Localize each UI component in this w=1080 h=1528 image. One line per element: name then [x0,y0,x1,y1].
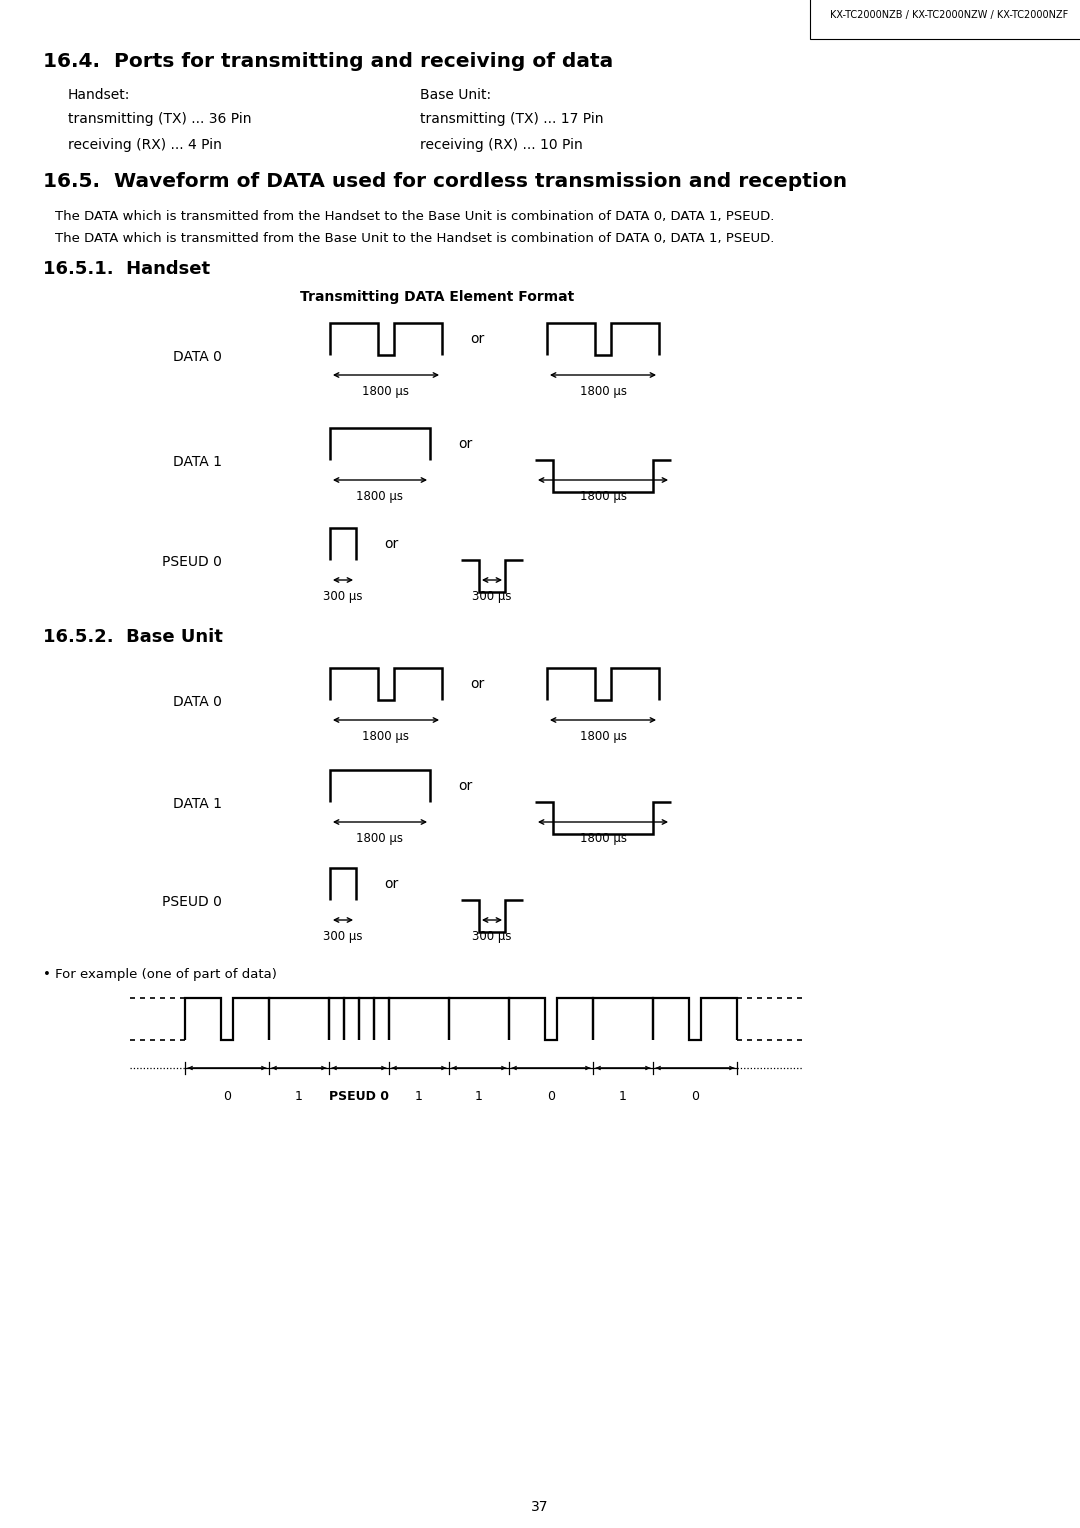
Text: or: or [384,877,399,891]
Text: PSEUD 0: PSEUD 0 [162,895,222,909]
Text: 300 μs: 300 μs [472,931,512,943]
Text: PSEUD 0: PSEUD 0 [162,555,222,568]
Text: Transmitting DATA Element Format: Transmitting DATA Element Format [300,290,575,304]
Text: or: or [458,437,472,451]
Text: 1: 1 [619,1089,626,1103]
Text: 1800 μs: 1800 μs [356,490,404,503]
Text: Handset:: Handset: [68,89,131,102]
Text: 37: 37 [531,1500,549,1514]
Text: • For example (one of part of data): • For example (one of part of data) [43,969,276,981]
Text: DATA 1: DATA 1 [173,455,222,469]
Text: 1: 1 [475,1089,483,1103]
Text: 300 μs: 300 μs [323,931,363,943]
Text: DATA 0: DATA 0 [173,350,222,364]
Text: Base Unit:: Base Unit: [420,89,491,102]
Text: or: or [384,536,399,552]
Text: transmitting (TX) ... 17 Pin: transmitting (TX) ... 17 Pin [420,112,604,125]
Text: transmitting (TX) ... 36 Pin: transmitting (TX) ... 36 Pin [68,112,252,125]
Text: DATA 0: DATA 0 [173,695,222,709]
Text: 16.5.1.  Handset: 16.5.1. Handset [43,260,211,278]
Text: DATA 1: DATA 1 [173,798,222,811]
Text: 1800 μs: 1800 μs [356,833,404,845]
Text: 16.5.2.  Base Unit: 16.5.2. Base Unit [43,628,222,646]
Text: The DATA which is transmitted from the Base Unit to the Handset is combination o: The DATA which is transmitted from the B… [55,232,774,244]
Text: or: or [458,779,472,793]
Text: or: or [470,677,484,691]
Text: 16.5.  Waveform of DATA used for cordless transmission and reception: 16.5. Waveform of DATA used for cordless… [43,173,847,191]
Text: The DATA which is transmitted from the Handset to the Base Unit is combination o: The DATA which is transmitted from the H… [55,209,774,223]
Text: 300 μs: 300 μs [472,590,512,604]
Text: 0: 0 [222,1089,231,1103]
Text: 1: 1 [295,1089,302,1103]
Text: receiving (RX) ... 10 Pin: receiving (RX) ... 10 Pin [420,138,583,151]
Text: 1800 μs: 1800 μs [363,730,409,743]
Text: 300 μs: 300 μs [323,590,363,604]
Text: receiving (RX) ... 4 Pin: receiving (RX) ... 4 Pin [68,138,221,151]
Text: KX-TC2000NZB / KX-TC2000NZW / KX-TC2000NZF: KX-TC2000NZB / KX-TC2000NZW / KX-TC2000N… [829,11,1068,20]
Text: 16.4.  Ports for transmitting and receiving of data: 16.4. Ports for transmitting and receivi… [43,52,613,70]
Text: 1800 μs: 1800 μs [580,730,626,743]
Text: 1: 1 [415,1089,423,1103]
Text: PSEUD 0: PSEUD 0 [329,1089,389,1103]
Text: 1800 μs: 1800 μs [580,490,626,503]
Text: 0: 0 [691,1089,699,1103]
Text: or: or [470,332,484,345]
Text: 0: 0 [546,1089,555,1103]
Text: 1800 μs: 1800 μs [580,833,626,845]
Text: 1800 μs: 1800 μs [580,385,626,397]
Text: 1800 μs: 1800 μs [363,385,409,397]
